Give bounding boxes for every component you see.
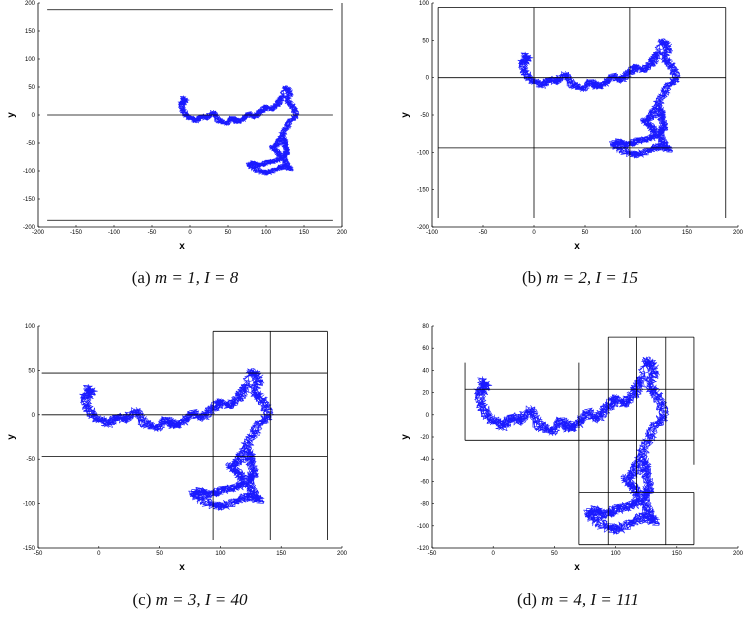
y-tick-label: 50 (422, 38, 429, 44)
caption-a: (a) m = 1, I = 8 (132, 268, 239, 288)
y-tick-label: -50 (26, 457, 35, 463)
caption-tag: (a) (131, 268, 151, 287)
x-tick-label: 200 (733, 230, 744, 236)
x-tick-label: 100 (215, 551, 226, 557)
walk-series (517, 38, 681, 159)
y-tick-label: 0 (32, 413, 36, 419)
x-axis-label: x (179, 562, 185, 573)
y-tick-label: -150 (23, 546, 36, 552)
x-tick-label: -100 (108, 230, 121, 236)
caption-tag: (c) (132, 590, 152, 609)
caption-math: m = 3, I = 40 (155, 590, 248, 609)
y-tick-label: -150 (417, 188, 430, 194)
caption-d: (d) m = 4, I = 111 (517, 590, 639, 610)
y-tick-label: -50 (26, 141, 35, 147)
x-tick-label: -50 (34, 551, 43, 557)
y-tick-label: -200 (23, 225, 36, 231)
x-tick-label: 0 (188, 230, 192, 236)
x-tick-label: 150 (276, 551, 287, 557)
y-tick-label: 40 (422, 368, 429, 374)
y-axis-label: y (400, 112, 411, 118)
y-tick-label: 50 (28, 368, 35, 374)
y-tick-label: -40 (420, 457, 429, 463)
caption-b: (b) m = 2, I = 15 (522, 268, 638, 288)
y-tick-label: 0 (32, 113, 36, 119)
y-tick-label: -60 (420, 479, 429, 485)
walk-series (177, 85, 300, 176)
caption-math: m = 4, I = 111 (541, 590, 639, 609)
x-tick-label: -50 (148, 230, 157, 236)
x-tick-label: -50 (428, 551, 437, 557)
x-tick-label: -100 (426, 230, 439, 236)
x-tick-label: 0 (492, 551, 496, 557)
y-tick-label: -100 (23, 169, 36, 175)
y-tick-label: 50 (28, 85, 35, 91)
x-tick-label: 100 (261, 230, 272, 236)
x-tick-label: 50 (582, 230, 589, 236)
y-tick-label: -200 (417, 225, 430, 231)
caption-tag: (d) (517, 590, 537, 609)
caption-math: m = 1, I = 8 (154, 268, 239, 287)
y-tick-label: 100 (25, 324, 36, 330)
x-tick-label: 200 (337, 551, 348, 557)
x-tick-label: -50 (479, 230, 488, 236)
y-tick-label: 100 (419, 1, 430, 7)
x-axis-label: x (574, 241, 580, 252)
x-tick-label: 150 (299, 230, 310, 236)
walk-series (79, 368, 274, 511)
y-tick-label: -100 (23, 502, 36, 508)
x-axis-label: x (574, 562, 580, 573)
y-tick-label: -150 (23, 197, 36, 203)
x-tick-label: -200 (32, 230, 45, 236)
y-tick-label: 200 (25, 1, 36, 7)
y-tick-label: 0 (426, 413, 430, 419)
x-tick-label: -150 (70, 230, 83, 236)
x-axis-label: x (179, 241, 185, 252)
y-tick-label: 100 (25, 57, 36, 63)
y-tick-label: -120 (417, 546, 430, 552)
y-tick-label: -100 (417, 150, 430, 156)
y-tick-label: 80 (422, 324, 429, 330)
x-tick-label: 50 (156, 551, 163, 557)
y-tick-label: -80 (420, 502, 429, 508)
y-tick-label: 20 (422, 391, 429, 397)
x-tick-label: 50 (225, 230, 232, 236)
y-tick-label: -100 (417, 524, 430, 530)
y-axis-label: y (400, 434, 411, 440)
x-tick-label: 50 (551, 551, 558, 557)
y-axis-label: y (6, 112, 17, 118)
caption-tag: (b) (522, 268, 542, 287)
x-tick-label: 150 (672, 551, 683, 557)
x-tick-label: 0 (97, 551, 101, 557)
x-tick-label: 0 (532, 230, 536, 236)
walk-series (473, 356, 670, 535)
x-tick-label: 100 (611, 551, 622, 557)
y-tick-label: 150 (25, 29, 36, 35)
y-tick-label: -20 (420, 435, 429, 441)
y-axis-label: y (6, 434, 17, 440)
x-tick-label: 200 (337, 230, 348, 236)
caption-math: m = 2, I = 15 (546, 268, 638, 287)
y-tick-label: -50 (420, 113, 429, 119)
y-tick-label: 0 (426, 76, 430, 82)
x-tick-label: 100 (631, 230, 642, 236)
caption-c: (c) m = 3, I = 40 (132, 590, 247, 610)
x-tick-label: 150 (682, 230, 693, 236)
x-tick-label: 200 (733, 551, 744, 557)
y-tick-label: 60 (422, 346, 429, 352)
